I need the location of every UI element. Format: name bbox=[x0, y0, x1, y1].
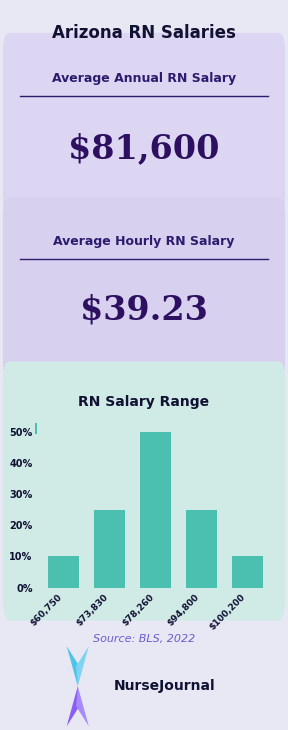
Text: Source: BLS, 2022: Source: BLS, 2022 bbox=[93, 634, 195, 644]
Text: NurseJournal: NurseJournal bbox=[113, 679, 215, 694]
Text: $39.23: $39.23 bbox=[80, 293, 208, 327]
Bar bbox=[232, 556, 263, 588]
Bar bbox=[94, 510, 125, 588]
Text: Average Hourly RN Salary: Average Hourly RN Salary bbox=[53, 235, 235, 248]
Bar bbox=[48, 556, 79, 588]
Polygon shape bbox=[67, 646, 79, 686]
FancyBboxPatch shape bbox=[3, 361, 285, 620]
Text: $81,600: $81,600 bbox=[68, 132, 220, 165]
Bar bbox=[186, 510, 217, 588]
Polygon shape bbox=[67, 686, 79, 726]
FancyBboxPatch shape bbox=[3, 33, 285, 219]
Polygon shape bbox=[76, 646, 89, 686]
Bar bbox=[35, 423, 48, 434]
Text: RN Salary Range: RN Salary Range bbox=[78, 395, 210, 409]
Text: Arizona RN Salaries: Arizona RN Salaries bbox=[52, 24, 236, 42]
FancyBboxPatch shape bbox=[3, 197, 285, 380]
Bar bbox=[140, 431, 171, 588]
Text: Percentage of RNs: Percentage of RNs bbox=[50, 423, 160, 434]
Polygon shape bbox=[76, 686, 89, 726]
Text: Average Annual RN Salary: Average Annual RN Salary bbox=[52, 72, 236, 85]
